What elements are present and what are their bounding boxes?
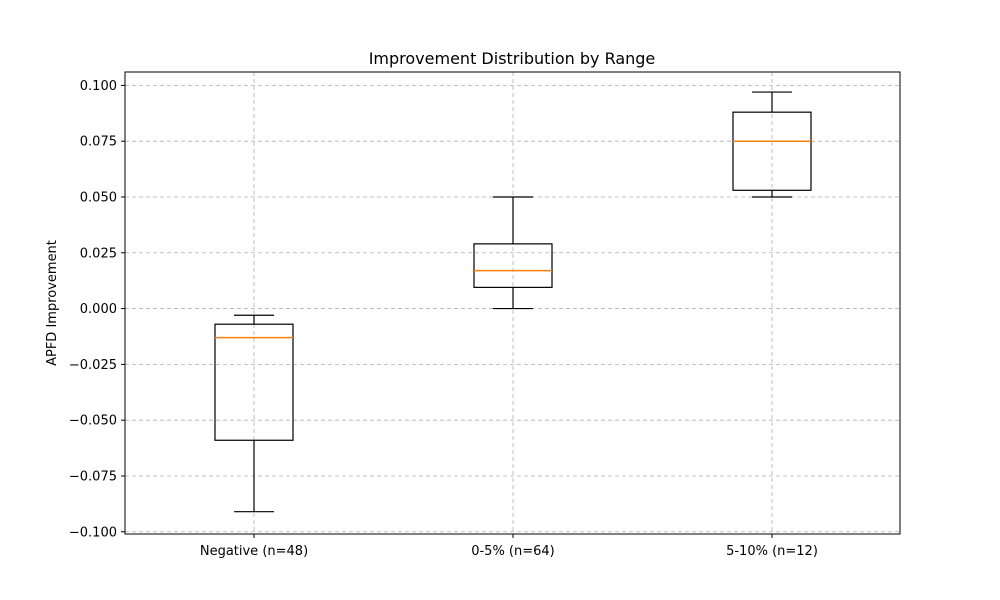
- x-tick-label: Negative (n=48): [200, 544, 308, 559]
- x-tick-label: 5-10% (n=12): [726, 544, 818, 559]
- y-tick-label: 0.000: [80, 302, 117, 317]
- chart-title: Improvement Distribution by Range: [369, 49, 656, 68]
- iqr-box: [473, 243, 553, 288]
- y-tick-label: 0.025: [80, 246, 117, 261]
- box-group: [214, 314, 294, 513]
- iqr-box: [732, 111, 812, 191]
- x-tick-label: 0-5% (n=64): [471, 544, 555, 559]
- y-tick-label: 0.100: [80, 79, 117, 94]
- box-layer: [214, 91, 812, 513]
- y-tick-label: −0.050: [69, 414, 117, 429]
- y-tick-label: 0.075: [80, 135, 117, 150]
- y-axis-label: APFD Improvement: [45, 240, 60, 366]
- y-tick-label: −0.100: [69, 525, 117, 540]
- box-group: [732, 91, 812, 198]
- y-tick-label: −0.075: [69, 469, 117, 484]
- iqr-box: [214, 323, 294, 441]
- y-tick-label: −0.025: [69, 358, 117, 373]
- box-group: [473, 196, 553, 310]
- axis-layer: −0.100 −0.075 −0.050 −0.025 0.000 0.025 0.050 0…: [69, 79, 818, 559]
- y-tick-label: 0.050: [80, 190, 117, 205]
